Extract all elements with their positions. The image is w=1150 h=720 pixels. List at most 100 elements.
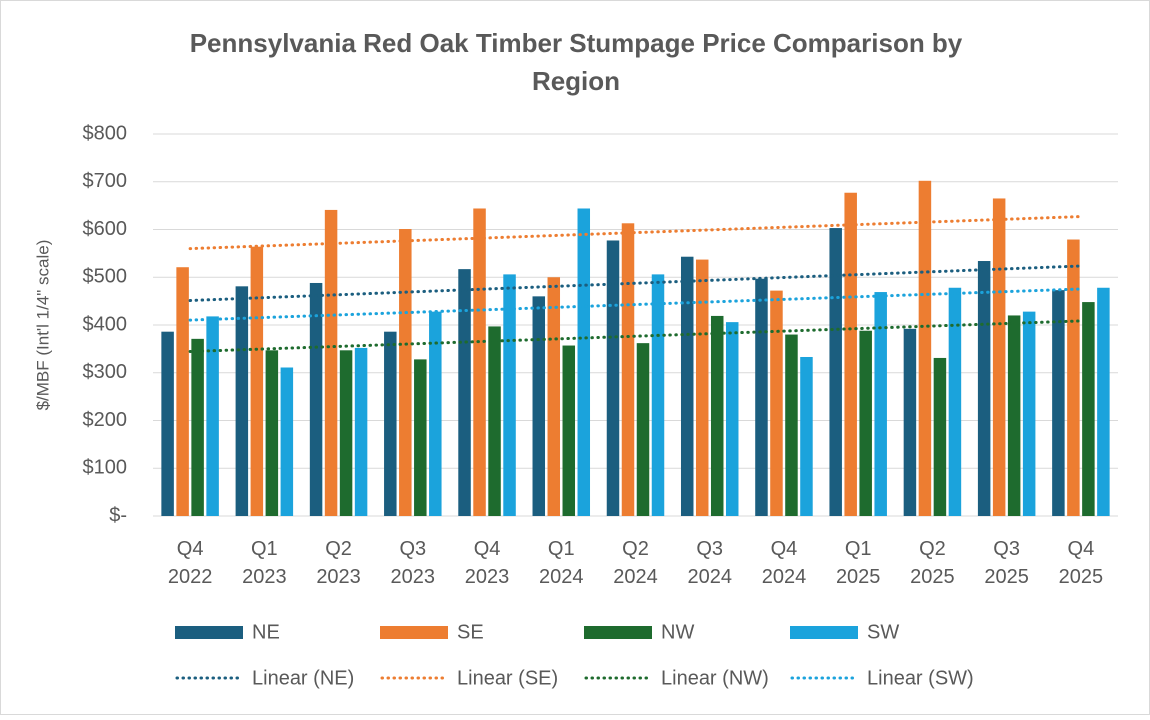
x-tick-label: Q4 2025 <box>1059 538 1104 588</box>
bar <box>918 180 932 517</box>
x-tick-label-line: Q4 <box>771 538 798 560</box>
bar <box>844 192 857 517</box>
x-tick-label-line: 2025 <box>910 566 955 588</box>
bar <box>874 292 887 516</box>
bar <box>235 286 249 516</box>
bar <box>621 223 635 517</box>
trendline <box>188 287 1083 322</box>
x-tick-label-line: Q1 <box>845 538 872 560</box>
x-tick-label-line: 2024 <box>687 566 732 588</box>
x-tick-label: Q1 2024 <box>539 538 584 588</box>
x-tick-label: Q2 2024 <box>613 538 658 588</box>
bar <box>191 338 204 516</box>
bar <box>429 311 442 516</box>
x-tick-label-line: Q4 <box>474 538 501 560</box>
bar <box>473 208 486 517</box>
bar <box>636 343 650 516</box>
bar <box>324 209 338 517</box>
bar <box>399 229 412 516</box>
bar <box>562 345 576 516</box>
legend-swatch <box>790 626 858 639</box>
x-tick-label-line: Q4 <box>1068 538 1095 560</box>
bar <box>384 331 397 516</box>
y-tick-label: $300 <box>83 361 128 383</box>
y-tick-label: $500 <box>83 266 128 288</box>
bar <box>977 261 991 516</box>
legend-trend-label: Linear (NE) <box>252 667 354 689</box>
trendline <box>188 264 1083 303</box>
x-tick-label: Q3 2024 <box>687 538 732 588</box>
bar <box>829 228 842 516</box>
chart-title: Pennsylvania Red Oak Timber Stumpage Pri… <box>190 28 963 58</box>
x-tick-label-line: Q4 <box>177 538 204 560</box>
x-tick-label-line: 2024 <box>762 566 807 588</box>
bar <box>265 350 279 516</box>
x-tick-label-line: 2025 <box>836 566 881 588</box>
x-tick-label-line: 2025 <box>984 566 1029 588</box>
y-tick-label: $700 <box>83 170 128 192</box>
bar <box>339 350 353 516</box>
bar <box>859 330 872 516</box>
x-tick-label: Q3 2025 <box>984 538 1029 588</box>
bar <box>1052 290 1065 516</box>
bar <box>651 274 665 516</box>
y-tick-label: $- <box>109 504 127 526</box>
legend-label: NW <box>661 621 694 643</box>
x-tick-label: Q2 2023 <box>316 538 361 588</box>
bar <box>785 334 798 516</box>
x-tick-label-line: 2024 <box>539 566 584 588</box>
y-tick-label: $200 <box>83 409 128 431</box>
x-tick-label: Q2 2025 <box>910 538 955 588</box>
bar <box>606 240 620 517</box>
bar <box>903 328 917 516</box>
bar <box>458 269 471 516</box>
legend-swatch <box>175 626 243 639</box>
x-tick-label-line: Q3 <box>399 538 426 560</box>
bar <box>695 259 709 516</box>
bar <box>354 347 368 516</box>
trendline <box>188 215 1083 251</box>
y-tick-label: $100 <box>83 457 128 479</box>
x-tick-label-line: 2023 <box>316 566 361 588</box>
x-tick-label-line: Q1 <box>548 538 575 560</box>
bar <box>1007 315 1021 516</box>
x-tick-label-line: Q3 <box>993 538 1020 560</box>
x-tick-label-line: Q3 <box>696 538 723 560</box>
bar <box>309 282 323 516</box>
x-tick-label-line: 2023 <box>465 566 510 588</box>
legend-label: SE <box>457 621 484 643</box>
bar <box>992 198 1006 516</box>
legend-swatch <box>380 626 448 639</box>
bar <box>250 246 264 516</box>
bar <box>532 296 546 516</box>
bar <box>488 326 501 516</box>
x-tick-label-line: 2022 <box>168 566 213 588</box>
legend-trend-label: Linear (SW) <box>867 667 974 689</box>
bar <box>280 367 294 516</box>
bar <box>1097 287 1110 516</box>
x-tick-label-line: 2023 <box>242 566 287 588</box>
y-axis-label: $/MBF (Int'l 1/4" scale) <box>33 240 52 411</box>
y-tick-label: $400 <box>83 313 128 335</box>
x-tick-label-line: 2025 <box>1059 566 1104 588</box>
x-tick-label-line: Q2 <box>622 538 649 560</box>
bar <box>414 359 427 516</box>
bar <box>577 208 591 517</box>
legend-label: NE <box>252 621 280 643</box>
y-tick-label: $600 <box>83 218 128 240</box>
bar <box>206 316 219 516</box>
x-tick-label: Q1 2025 <box>836 538 881 588</box>
legend-trend-label: Linear (NW) <box>661 667 769 689</box>
x-tick-label-line: 2023 <box>391 566 436 588</box>
bar <box>800 356 813 516</box>
x-tick-label: Q1 2023 <box>242 538 287 588</box>
x-tick-label-line: Q1 <box>251 538 278 560</box>
x-tick-label-line: Q2 <box>919 538 946 560</box>
legend-trend-label: Linear (SE) <box>457 667 558 689</box>
chart-title: Region <box>532 66 620 96</box>
x-tick-label-line: 2024 <box>613 566 658 588</box>
x-tick-label: Q3 2023 <box>391 538 436 588</box>
bar <box>680 256 694 516</box>
y-tick-label: $800 <box>83 122 128 144</box>
